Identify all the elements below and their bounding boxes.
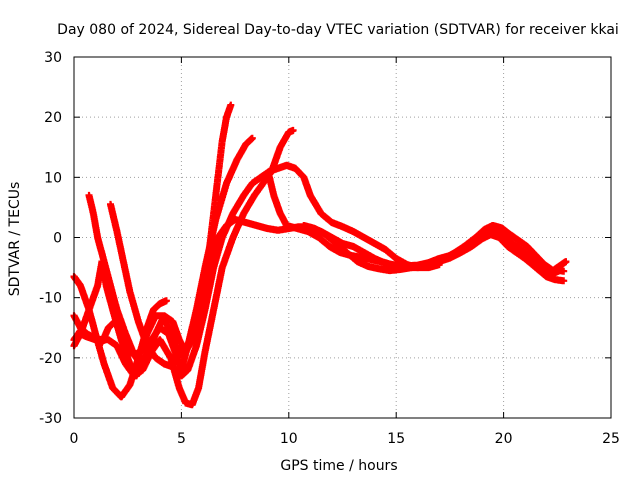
y-tick-label: 20 bbox=[44, 110, 62, 126]
x-tick-label: 10 bbox=[280, 431, 298, 447]
x-tick-label: 15 bbox=[387, 431, 405, 447]
y-tick-label: 0 bbox=[53, 231, 62, 247]
axis-ticks: 0 5 10 15 20 25 -30 -20 -10 0 10 20 30 bbox=[39, 50, 620, 447]
x-tick-label: 25 bbox=[602, 431, 620, 447]
y-tick-label: 10 bbox=[44, 170, 62, 186]
series-arc-8 bbox=[300, 222, 570, 275]
data-series bbox=[70, 101, 570, 409]
x-axis-label: GPS time / hours bbox=[280, 458, 397, 474]
x-tick-label: 20 bbox=[495, 431, 513, 447]
y-axis-label: SDTVAR / TECUs bbox=[7, 182, 23, 297]
y-tick-label: 30 bbox=[44, 50, 62, 66]
y-tick-label: -10 bbox=[39, 291, 62, 307]
grid bbox=[74, 57, 611, 418]
series-markers bbox=[300, 222, 570, 275]
y-tick-label: -20 bbox=[39, 351, 62, 367]
x-tick-label: 0 bbox=[70, 431, 79, 447]
chart-title: Day 080 of 2024, Sidereal Day-to-day VTE… bbox=[57, 22, 619, 38]
y-tick-label: -30 bbox=[39, 411, 62, 427]
x-tick-label: 5 bbox=[177, 431, 186, 447]
